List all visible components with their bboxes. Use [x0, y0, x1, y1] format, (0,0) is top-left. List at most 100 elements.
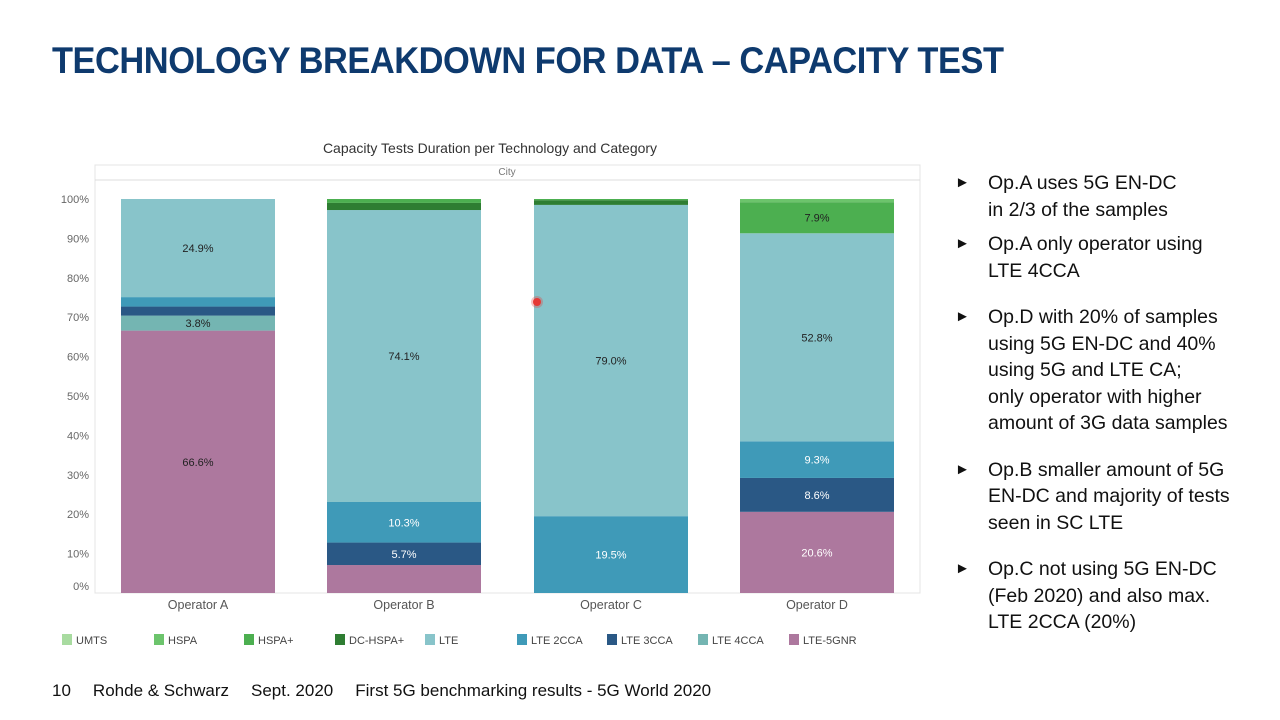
data-label: 9.3% — [804, 455, 829, 467]
triangle-right-icon: ► — [955, 308, 970, 325]
legend-item: LTE — [425, 634, 458, 647]
bar-segment-lte — [534, 204, 688, 517]
bar-segment-lte-3cca — [121, 306, 275, 316]
bar-segment-lte-2cca — [327, 501, 481, 543]
bar-segment-lte-5gnr — [327, 565, 481, 593]
bullet-text: seen in SC LTE — [988, 511, 1124, 534]
y-tick-label: 30% — [67, 470, 89, 482]
legend-label: HSPA — [168, 635, 198, 647]
footer: 10 Rohde & Schwarz Sept. 2020 First 5G benc… — [52, 681, 733, 701]
legend-swatch — [607, 634, 617, 645]
legend-swatch — [335, 634, 345, 645]
legend-swatch — [517, 634, 527, 645]
legend-label: LTE 4CCA — [712, 635, 764, 647]
data-label: 20.6% — [801, 547, 832, 559]
slide-title: TECHNOLOGY BREAKDOWN FOR DATA – CAPACITY… — [52, 40, 1004, 81]
bar-segment-lte-5gnr — [121, 330, 275, 593]
bullet-list: ► Op.A uses 5G EN-DC in 2/3 of the samples… — [955, 170, 1275, 636]
pointer-cursor — [533, 298, 541, 306]
legend-swatch — [244, 634, 254, 645]
legend-label: HSPA+ — [258, 635, 294, 647]
bar-segment-dc-hspa- — [534, 200, 688, 205]
y-tick-label: 0% — [73, 581, 89, 593]
bullet-item: ► Op.B smaller amount of 5G EN-DC and majo… — [955, 457, 1275, 537]
bar-segment-lte-4cca — [121, 315, 275, 331]
y-tick-label: 70% — [67, 312, 89, 324]
bullet-item: ► Op.C not using 5G EN-DC (Feb 2020) and a… — [955, 556, 1275, 636]
bullet-item: ► Op.D with 20% of samples using 5G EN-DC … — [955, 304, 1275, 437]
footer-date: Sept. 2020 — [251, 681, 334, 700]
page-number: 10 — [52, 681, 71, 700]
bullet-text: using 5G EN-DC and 40% — [988, 332, 1216, 355]
bar-segment-lte-2cca — [534, 516, 688, 593]
y-tick-label: 20% — [67, 509, 89, 521]
x-tick-label: Operator C — [580, 598, 642, 612]
bar-segment-lte — [327, 210, 481, 502]
legend-label: UMTS — [76, 635, 107, 647]
panel-label: City — [498, 167, 515, 178]
data-label: 74.1% — [388, 351, 419, 363]
legend-swatch — [789, 634, 799, 645]
legend-item: LTE 4CCA — [698, 634, 764, 647]
legend-swatch — [698, 634, 708, 645]
y-tick-label: 60% — [67, 352, 89, 364]
data-label: 66.6% — [182, 457, 213, 469]
footer-company: Rohde & Schwarz — [92, 681, 229, 700]
bullet-text: amount of 3G data samples — [988, 412, 1228, 434]
footer-event: First 5G benchmarking results - 5G World… — [355, 681, 712, 700]
bar-segment-dc-hspa- — [327, 202, 481, 211]
legend-label: LTE — [439, 635, 458, 647]
x-tick-label: Operator D — [786, 598, 848, 612]
legend-label: LTE-5GNR — [803, 635, 857, 647]
legend-label: DC-HSPA+ — [349, 635, 404, 647]
bar-segment-hspa- — [740, 202, 894, 234]
bullet-text: Op.A only operator using — [988, 233, 1203, 255]
data-label: 24.9% — [182, 243, 213, 255]
legend-swatch — [62, 634, 72, 645]
y-tick-label: 80% — [67, 273, 89, 285]
chart-title: Capacity Tests Duration per Technology a… — [323, 140, 657, 156]
bullet-text: (Feb 2020) and also max. — [988, 584, 1211, 607]
plot-frame — [94, 164, 921, 594]
data-label: 79.0% — [595, 356, 626, 368]
legend-item: LTE-5GNR — [789, 634, 857, 647]
legend-label: LTE 3CCA — [621, 635, 673, 647]
bullet-text: EN-DC and majority of tests — [988, 485, 1230, 507]
legend-swatch — [425, 634, 435, 645]
legend-item: DC-HSPA+ — [335, 634, 404, 647]
triangle-right-icon: ► — [955, 460, 970, 478]
data-label: 8.6% — [804, 490, 829, 502]
bullet-text: only operator with higher — [988, 385, 1202, 408]
bar-segment-hspa — [740, 199, 894, 203]
triangle-right-icon: ► — [955, 174, 970, 191]
legend-item: HSPA+ — [244, 634, 294, 647]
bullet-text: LTE 4CCA — [988, 259, 1080, 282]
bullet-text: LTE 2CCA (20%) — [988, 611, 1137, 633]
stacked-bar-chart: Capacity Tests Duration per Technology a… — [61, 140, 921, 647]
y-tick-label: 90% — [67, 233, 89, 245]
y-tick-label: 50% — [67, 391, 89, 403]
x-tick-label: Operator B — [373, 598, 434, 612]
data-label: 7.9% — [804, 213, 829, 225]
bar-segment-lte-3cca — [740, 477, 894, 512]
bar-segment-lte-2cca — [121, 297, 275, 307]
bullet-text: using 5G and LTE CA; — [988, 359, 1182, 381]
data-label: 3.8% — [185, 318, 210, 330]
bullet-item: ► Op.A uses 5G EN-DC in 2/3 of the samples — [955, 170, 1275, 223]
y-tick-label: 40% — [67, 430, 89, 442]
bullet-text: Op.C not using 5G EN-DC — [988, 558, 1217, 580]
data-label: 19.5% — [595, 550, 626, 562]
legend-label: LTE 2CCA — [531, 635, 583, 647]
bar-segment-hspa- — [327, 199, 481, 203]
bar-segment-lte — [121, 199, 275, 298]
y-tick-label: 100% — [61, 194, 89, 206]
bullet-text: Op.A uses 5G EN-DC — [988, 172, 1177, 194]
data-label: 10.3% — [388, 517, 419, 529]
bullet-text: Op.D with 20% of samples — [988, 306, 1218, 328]
bar-segment-lte-5gnr — [740, 511, 894, 593]
legend-swatch — [154, 634, 164, 645]
legend-item: LTE 3CCA — [607, 634, 673, 647]
x-tick-label: Operator A — [168, 598, 229, 612]
legend-item: LTE 2CCA — [517, 634, 583, 647]
triangle-right-icon: ► — [955, 235, 970, 252]
